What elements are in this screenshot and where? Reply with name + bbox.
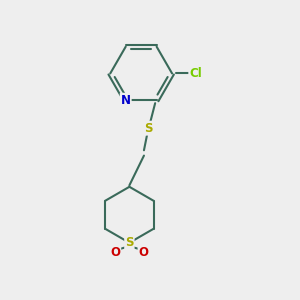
Text: O: O — [139, 246, 148, 259]
Text: O: O — [110, 246, 120, 259]
Text: N: N — [121, 94, 131, 107]
Text: S: S — [144, 122, 153, 135]
Text: Cl: Cl — [189, 67, 202, 80]
Text: S: S — [125, 236, 134, 249]
